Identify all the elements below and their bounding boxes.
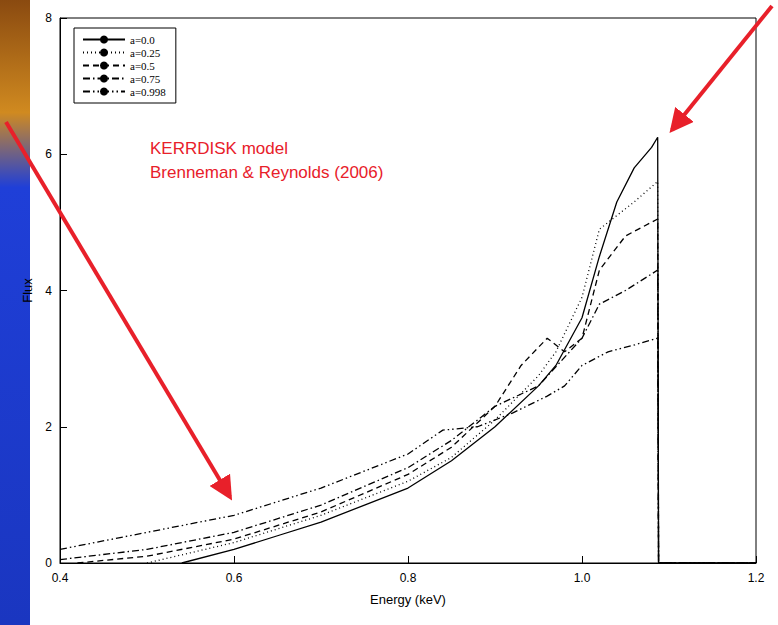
svg-text:a=0.25: a=0.25 [130, 47, 161, 59]
svg-text:0: 0 [45, 556, 52, 570]
svg-text:a=0.0: a=0.0 [130, 34, 155, 46]
svg-text:1.0: 1.0 [574, 571, 591, 585]
svg-text:8: 8 [45, 11, 52, 25]
svg-text:Energy (keV): Energy (keV) [370, 592, 446, 607]
svg-text:a=0.5: a=0.5 [130, 60, 155, 72]
svg-text:0.6: 0.6 [226, 571, 243, 585]
svg-text:KERRDISK model: KERRDISK model [150, 139, 288, 158]
svg-text:4: 4 [45, 284, 52, 298]
svg-text:a=0.998: a=0.998 [130, 86, 166, 98]
svg-text:Flux: Flux [20, 278, 35, 303]
svg-text:6: 6 [45, 147, 52, 161]
svg-text:0.4: 0.4 [52, 571, 69, 585]
svg-text:2: 2 [45, 420, 52, 434]
svg-text:Brenneman & Reynolds (2006): Brenneman & Reynolds (2006) [150, 163, 383, 182]
svg-text:a=0.75: a=0.75 [130, 73, 161, 85]
svg-text:0.8: 0.8 [400, 571, 417, 585]
svg-text:1.2: 1.2 [748, 571, 765, 585]
